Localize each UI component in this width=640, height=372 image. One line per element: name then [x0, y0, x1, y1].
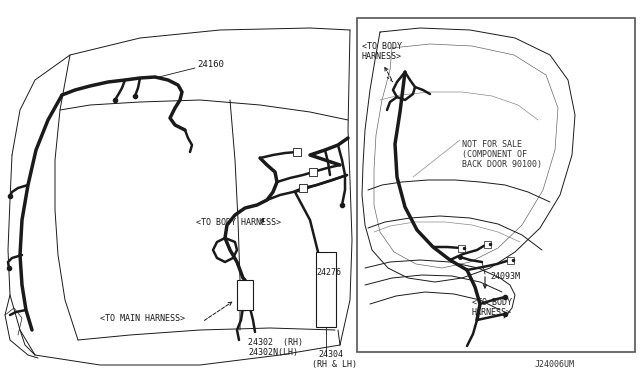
Bar: [357, 18, 635, 352]
Text: (COMPONENT OF: (COMPONENT OF: [462, 150, 527, 159]
Bar: [458, 245, 465, 252]
Text: 24302  (RH): 24302 (RH): [248, 338, 303, 347]
Text: 24302N(LH): 24302N(LH): [248, 348, 298, 357]
Text: <TO BODY HARNESS>: <TO BODY HARNESS>: [196, 218, 281, 227]
Text: HARNESS>: HARNESS>: [362, 52, 402, 61]
Text: 24160: 24160: [197, 60, 224, 69]
Text: BACK DOOR 90100): BACK DOOR 90100): [462, 160, 542, 169]
Text: J24006UM: J24006UM: [535, 360, 575, 369]
Bar: [237, 280, 253, 310]
Bar: [507, 257, 514, 264]
Text: 24304: 24304: [318, 350, 343, 359]
Text: HARNESS>: HARNESS>: [472, 308, 512, 317]
Text: <TO MAIN HARNESS>: <TO MAIN HARNESS>: [100, 314, 185, 323]
Bar: [293, 148, 301, 156]
Text: 24276: 24276: [316, 268, 341, 277]
Bar: [316, 252, 336, 327]
Bar: [309, 168, 317, 176]
Text: (RH & LH): (RH & LH): [312, 360, 357, 369]
Text: <TO BODY: <TO BODY: [362, 42, 402, 51]
Text: 24093M: 24093M: [490, 272, 520, 281]
Bar: [299, 184, 307, 192]
Bar: [484, 241, 491, 248]
Text: <TO BODY: <TO BODY: [472, 298, 512, 307]
Text: NOT FOR SALE: NOT FOR SALE: [462, 140, 522, 149]
